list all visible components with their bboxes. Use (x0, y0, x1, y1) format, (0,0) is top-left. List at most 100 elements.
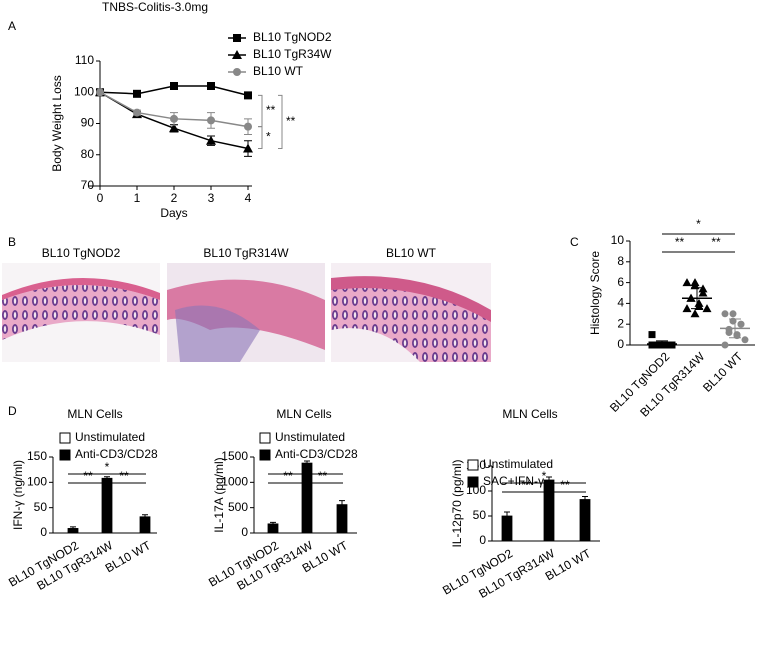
marker (702, 304, 712, 313)
error-bar (582, 496, 588, 500)
marker (737, 320, 745, 328)
marker (698, 284, 708, 293)
y-tick-label: 0 (241, 525, 248, 539)
legend-label: Anti-CD3/CD28 (75, 447, 158, 461)
marker (725, 329, 733, 337)
y-tick-label: 500 (228, 500, 248, 514)
error-bar (339, 500, 345, 505)
significance-label: * (542, 469, 547, 483)
marker (170, 82, 178, 90)
x-tick-label: 0 (97, 191, 104, 205)
marker (206, 135, 216, 145)
error-bar (270, 521, 276, 524)
tissue (167, 279, 325, 350)
y-tick-label: 0 (617, 337, 624, 351)
marker (233, 68, 241, 76)
legend-swatch (467, 476, 479, 488)
significance-label: ** (286, 114, 296, 128)
marker (721, 341, 729, 349)
tissue (175, 305, 260, 362)
chart-title: MLN Cells (67, 407, 122, 421)
significance-label: * (266, 130, 271, 144)
x-axis-label: Days (160, 206, 187, 220)
chart-title: MLN Cells (276, 407, 331, 421)
y-tick-label: 100 (27, 475, 47, 489)
panel-letter: A (8, 19, 16, 33)
y-axis-label: IL-17A (pg/ml) (212, 457, 226, 532)
marker (741, 336, 749, 344)
panel-letter: D (8, 404, 17, 418)
image-label: BL10 TgR314W (203, 246, 289, 260)
marker (698, 288, 708, 297)
y-tick-label: 1500 (221, 449, 248, 463)
bar (543, 479, 555, 542)
marker (648, 341, 656, 349)
legend-label: SAC+IFN-γ (483, 474, 544, 488)
bar (579, 499, 591, 542)
error-bar (142, 514, 148, 517)
bar (67, 528, 79, 534)
y-tick-label: 70 (81, 178, 95, 192)
y-tick-label: 4 (617, 296, 624, 310)
bar (501, 515, 513, 542)
x-tick-label: 3 (208, 191, 215, 205)
y-tick-label: 50 (34, 500, 48, 514)
y-tick-label: 8 (617, 254, 624, 268)
y-tick-label: 0 (40, 525, 47, 539)
y-axis-label: IFN-γ (ng/ml) (11, 460, 25, 530)
error-bar (70, 526, 76, 529)
legend-label: BL10 WT (253, 64, 304, 78)
legend-label: Anti-CD3/CD28 (275, 447, 358, 461)
significance-label: ** (318, 469, 328, 483)
panel-letter: B (8, 235, 16, 249)
significance-label: * (696, 217, 701, 231)
marker (207, 82, 215, 90)
sd-bar (729, 318, 741, 339)
marker (133, 108, 141, 117)
panel-letter: C (570, 235, 579, 249)
marker (243, 143, 253, 153)
y-tick-label: 10 (611, 233, 625, 247)
tissue (2, 285, 160, 340)
legend-swatch (259, 449, 271, 461)
error-bar (104, 476, 110, 479)
significance-label: ** (521, 478, 531, 492)
marker (96, 88, 104, 97)
significance-label: * (105, 460, 110, 474)
y-tick-label: 1000 (221, 475, 248, 489)
marker (244, 91, 252, 100)
legend-label: Unstimulated (483, 457, 553, 471)
significance-label: ** (560, 478, 570, 492)
bar (267, 523, 279, 534)
legend-swatch (259, 432, 271, 444)
legend-label: Unstimulated (75, 430, 145, 444)
x-tick-label: 4 (245, 191, 252, 205)
marker (244, 122, 252, 131)
marker (652, 341, 660, 349)
significance-label: ** (711, 235, 721, 249)
marker (690, 281, 700, 290)
marker (690, 309, 700, 318)
chart-title: MLN Cells (502, 407, 557, 421)
x-tick-label: BL10 WT (700, 349, 746, 395)
tissue (331, 276, 491, 322)
y-tick-label: 90 (81, 116, 95, 130)
marker (233, 34, 241, 42)
legend-swatch (59, 432, 71, 444)
marker (232, 50, 242, 59)
y-tick-label: 2 (617, 316, 624, 330)
y-tick-label: 6 (617, 275, 624, 289)
marker (169, 123, 179, 133)
legend-swatch (467, 459, 479, 471)
marker (721, 310, 729, 318)
y-tick-label: 150 (27, 449, 47, 463)
chart-title: TNBS-Colitis-3.0mg (102, 0, 208, 14)
y-tick-label: 80 (81, 147, 95, 161)
marker (664, 341, 672, 349)
significance-bracket (258, 126, 263, 149)
y-tick-label: 110 (75, 53, 94, 67)
marker (660, 341, 668, 349)
error-bar (504, 511, 510, 516)
tissue (2, 277, 160, 300)
marker (668, 341, 676, 349)
